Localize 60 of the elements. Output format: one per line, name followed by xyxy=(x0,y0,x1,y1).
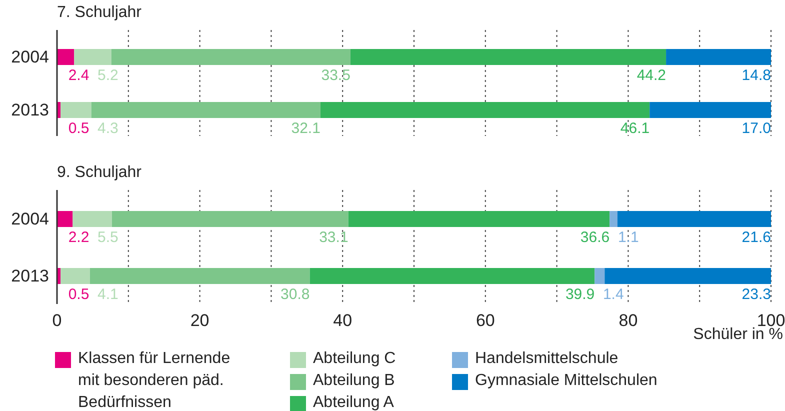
data-label: 30.8 xyxy=(280,286,310,303)
data-label: 14.8 xyxy=(742,67,771,84)
x-tick-label: 20 xyxy=(190,311,210,330)
data-label: 39.9 xyxy=(565,286,595,303)
data-label: 4.1 xyxy=(98,286,118,303)
x-axis-title: Schüler in % xyxy=(693,326,783,343)
y-tick-label: 2004 xyxy=(11,210,49,229)
x-tick-label: 40 xyxy=(333,311,352,330)
x-tick-label: 80 xyxy=(618,311,638,330)
data-label: 4.3 xyxy=(98,120,118,137)
chart-title: 7. Schuljahr xyxy=(57,4,142,23)
legend-label: Abteilung B xyxy=(313,371,395,391)
data-label: 1.4 xyxy=(602,286,624,303)
legend-label: Abteilung A xyxy=(313,393,394,411)
data-label: 33.1 xyxy=(319,229,348,246)
data-label: 21.6 xyxy=(742,229,771,246)
y-tick-label: 2013 xyxy=(11,266,49,286)
bar xyxy=(650,102,771,118)
bar xyxy=(610,211,618,227)
legend-label: Abteilung C xyxy=(313,349,396,369)
data-label: 32.1 xyxy=(291,120,320,137)
legend-label: Handelsmittelschule xyxy=(475,349,618,369)
x-tick-label: 0 xyxy=(52,311,62,330)
bar xyxy=(74,49,112,65)
data-label: 44.2 xyxy=(636,67,666,84)
bar xyxy=(60,102,92,118)
data-label: 33.5 xyxy=(321,67,350,84)
bar xyxy=(57,211,73,227)
x-tick-label: 60 xyxy=(476,311,495,330)
bar xyxy=(604,268,771,284)
data-label: 46.1 xyxy=(620,120,650,137)
bar xyxy=(348,211,610,227)
data-label: 23.3 xyxy=(742,286,771,303)
data-label: 2.2 xyxy=(68,229,90,246)
data-label: 0.5 xyxy=(68,286,90,303)
data-label: 5.5 xyxy=(98,229,118,246)
bar xyxy=(112,211,348,227)
bar xyxy=(60,268,90,284)
chart-title: 9. Schuljahr xyxy=(57,164,142,183)
data-label: 1.1 xyxy=(618,229,639,246)
bar xyxy=(617,211,771,227)
bar xyxy=(90,268,310,284)
y-tick-label: 2013 xyxy=(11,100,49,120)
data-label: 2.4 xyxy=(68,67,90,84)
bar xyxy=(666,49,771,65)
data-label: 5.2 xyxy=(98,67,118,84)
legend-label: Gymnasiale Mittelschulen xyxy=(475,371,658,391)
bar xyxy=(320,102,650,118)
bar xyxy=(594,268,605,284)
bar xyxy=(72,211,112,227)
bar xyxy=(350,49,666,65)
bar xyxy=(91,102,320,118)
data-label: 36.6 xyxy=(580,229,610,246)
legend-label: Klassen für Lernende mit besonderen päd. Bedürfnissen xyxy=(78,349,232,411)
bar xyxy=(310,268,595,284)
data-label: 0.5 xyxy=(68,120,90,137)
y-tick-label: 2004 xyxy=(11,48,49,67)
data-label: 17.0 xyxy=(742,120,771,137)
bar xyxy=(57,49,74,65)
bar xyxy=(111,49,350,65)
